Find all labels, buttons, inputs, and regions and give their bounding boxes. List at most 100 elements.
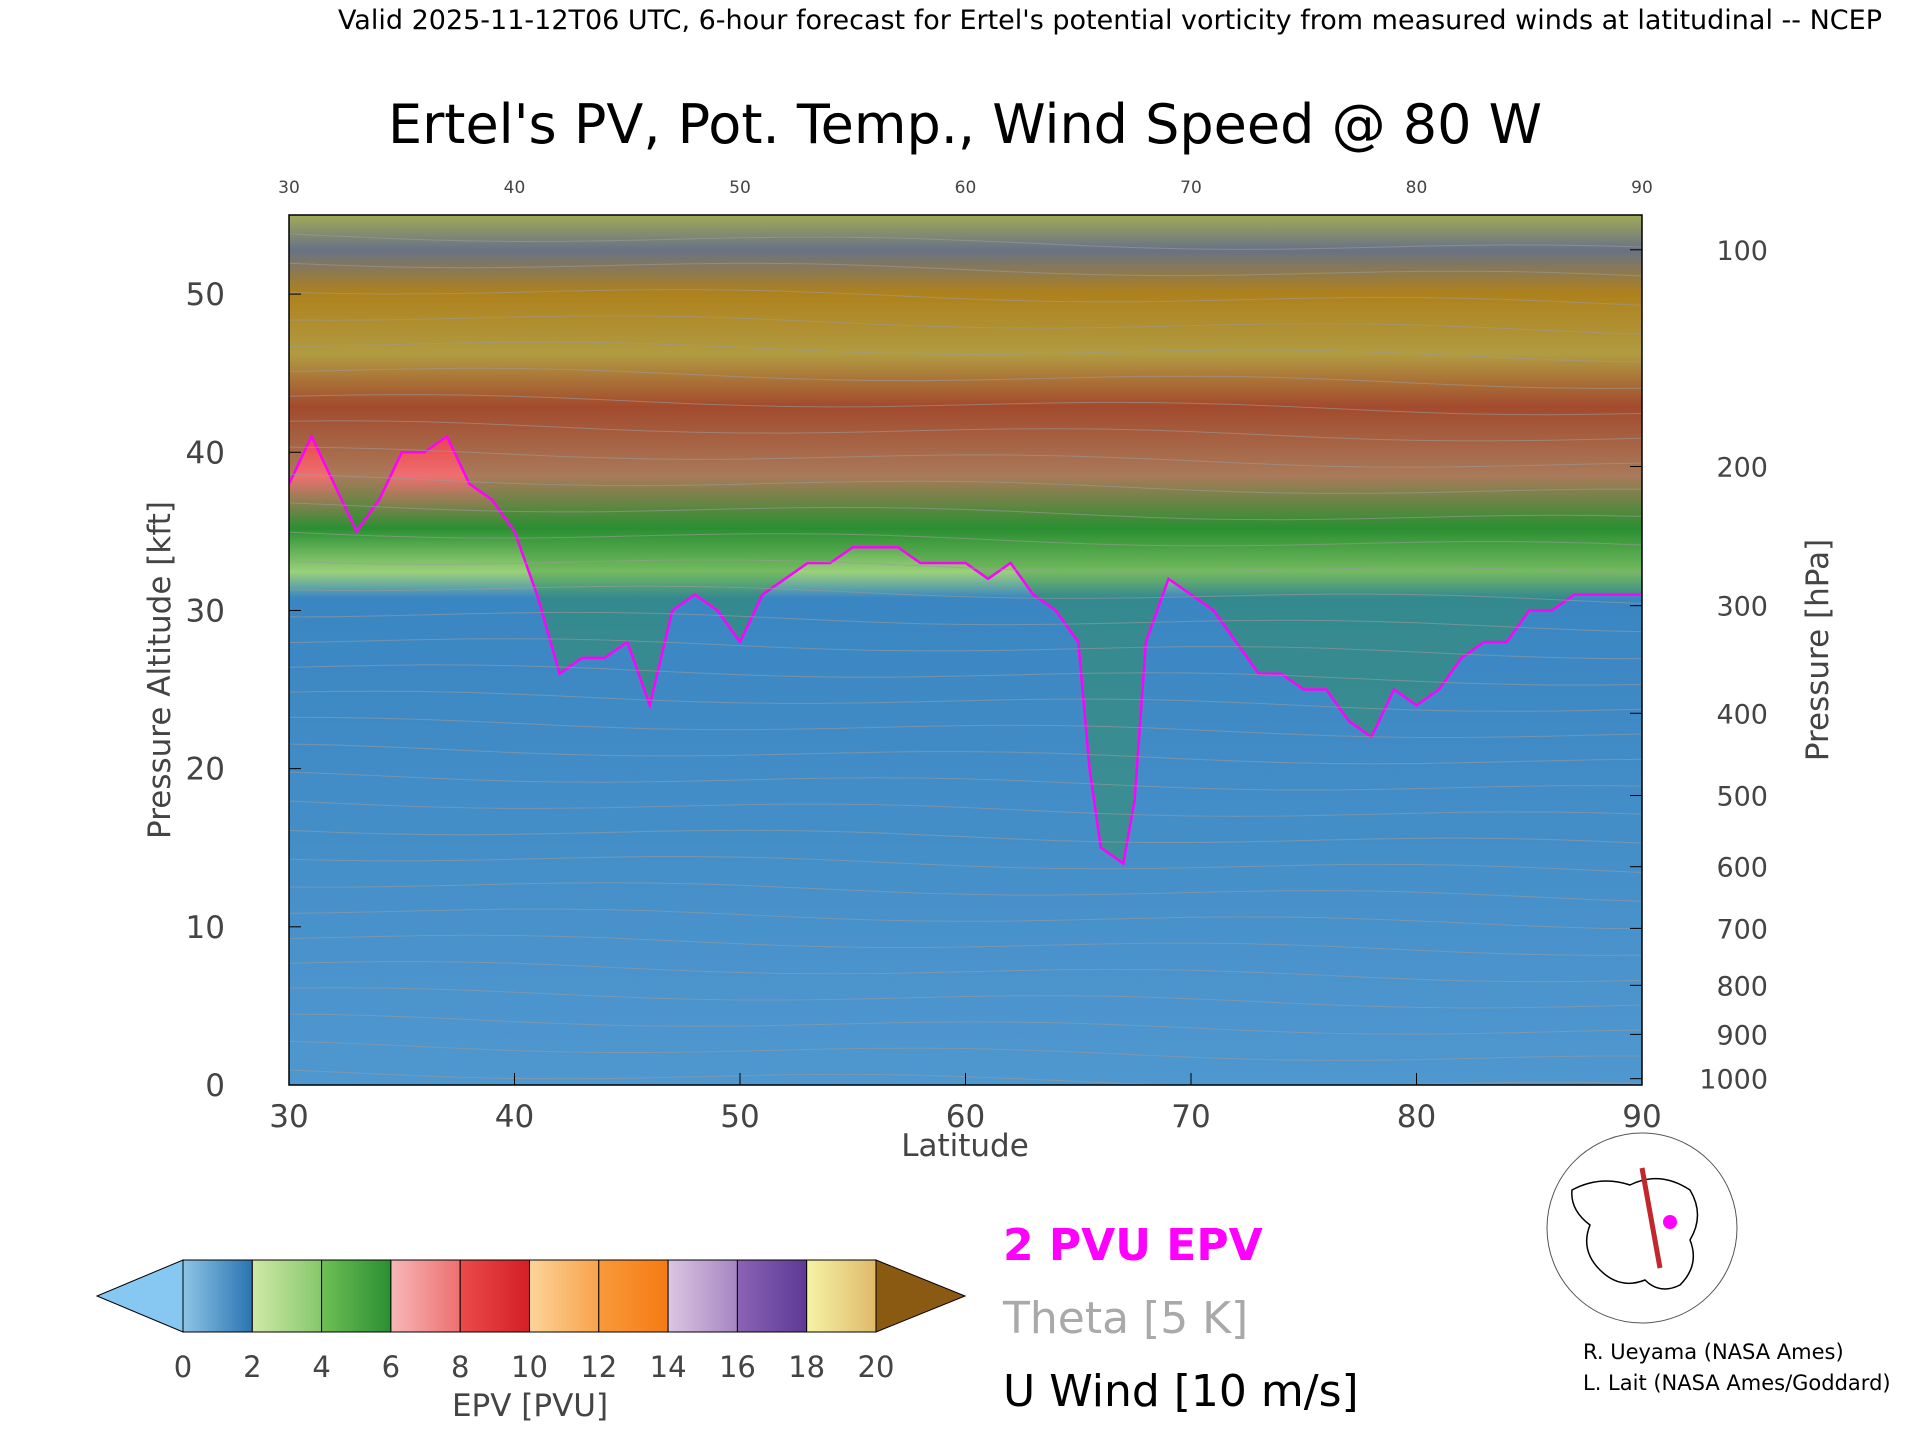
x-axis-bottom: 30 40 50 60 70 80 90 bbox=[269, 1073, 1662, 1135]
x-tick-label-top: 80 bbox=[1406, 178, 1428, 198]
theta-contour-line bbox=[289, 1013, 1642, 1035]
x-tick-label: 60 bbox=[946, 1099, 985, 1135]
colorbar-tick-label: 8 bbox=[451, 1350, 469, 1384]
colorbar-tick-label: 2 bbox=[243, 1350, 261, 1384]
y-tick-label: 10 bbox=[186, 910, 225, 946]
inset-map-globe bbox=[1546, 1132, 1738, 1324]
colorbar-tick-label: 18 bbox=[788, 1350, 825, 1384]
x-tick-label-top: 70 bbox=[1180, 178, 1202, 198]
theta-contour-line bbox=[289, 856, 1642, 873]
theta-contour-line bbox=[289, 882, 1642, 902]
theta-contour-line bbox=[289, 367, 1642, 389]
pressure-tick-label: 500 bbox=[1716, 782, 1768, 813]
colorbar-bin bbox=[321, 1259, 392, 1333]
colorbar-bin bbox=[667, 1259, 738, 1333]
plot-background bbox=[289, 215, 1642, 1085]
theta-contour-line bbox=[289, 446, 1642, 468]
theta-contour-line bbox=[289, 716, 1642, 738]
x-tick-label: 90 bbox=[1622, 1099, 1661, 1135]
colorbar-bin bbox=[529, 1259, 600, 1333]
colorbar-over-arrow bbox=[875, 1259, 967, 1333]
x-axis-label: Latitude bbox=[901, 1128, 1029, 1164]
x-axis-top: 30 40 50 60 70 80 90 bbox=[278, 178, 1653, 198]
y-tick-label: 40 bbox=[186, 435, 225, 471]
theta-contour-line bbox=[289, 262, 1642, 277]
colorbar-bin bbox=[182, 1259, 253, 1333]
inset-map-marker bbox=[1663, 1215, 1677, 1229]
colorbar-tick-label: 4 bbox=[312, 1350, 330, 1384]
x-tick-label-top: 50 bbox=[729, 178, 751, 198]
x-tick-label-top: 90 bbox=[1631, 178, 1653, 198]
theta-contour-line bbox=[289, 341, 1642, 363]
pressure-tick-label: 400 bbox=[1716, 699, 1768, 730]
theta-contour-line bbox=[289, 771, 1642, 791]
theta-contour-line bbox=[289, 611, 1642, 633]
colorbar-bin bbox=[806, 1259, 877, 1333]
legend-pv-label: 2 PVU EPV bbox=[1003, 1220, 1263, 1271]
theta-contour-line bbox=[289, 743, 1642, 765]
inset-map-section-line bbox=[1639, 1167, 1663, 1269]
colorbar-bin bbox=[736, 1259, 808, 1333]
colorbar-tick-label: 6 bbox=[382, 1350, 400, 1384]
theta-contour-line bbox=[289, 800, 1642, 817]
colorbar-tick-label: 14 bbox=[650, 1350, 687, 1384]
theta-contour-line bbox=[289, 987, 1642, 1009]
theta-contours bbox=[289, 233, 1642, 1085]
y-tick-label: 30 bbox=[186, 593, 225, 629]
stratosphere-fill bbox=[289, 215, 1642, 864]
pressure-tick-label: 900 bbox=[1716, 1020, 1768, 1051]
theta-contour-line bbox=[289, 690, 1642, 712]
pressure-tick-label: 800 bbox=[1716, 971, 1768, 1002]
pressure-tick-label: 700 bbox=[1716, 914, 1768, 945]
colorbar-tick-label: 16 bbox=[719, 1350, 756, 1384]
pressure-tick-label: 1000 bbox=[1699, 1065, 1768, 1096]
colorbar-bin bbox=[251, 1259, 323, 1333]
colorbar-tick-label: 0 bbox=[174, 1350, 192, 1384]
y-axis-left: 0 10 20 30 40 50 bbox=[186, 277, 301, 1104]
chart-header: Valid 2025-11-12T06 UTC, 6-hour forecast… bbox=[338, 5, 1882, 36]
inset-map-coastline bbox=[1571, 1177, 1699, 1290]
theta-contour-line bbox=[289, 908, 1642, 930]
chart-title: Ertel's PV, Pot. Temp., Wind Speed @ 80 … bbox=[388, 93, 1542, 156]
colorbar-label: EPV [PVU] bbox=[452, 1388, 608, 1424]
theta-contour-line bbox=[289, 664, 1642, 686]
x-tick-label-top: 30 bbox=[278, 178, 300, 198]
credit-line-1: R. Ueyama (NASA Ames) bbox=[1583, 1340, 1844, 1364]
pressure-tick-label: 200 bbox=[1716, 453, 1768, 484]
x-tick-label: 40 bbox=[495, 1099, 534, 1135]
colorbar-tick-label: 12 bbox=[580, 1350, 617, 1384]
colorbar-bin bbox=[598, 1259, 669, 1333]
colorbar-tick-label: 20 bbox=[858, 1350, 895, 1384]
x-tick-label-top: 60 bbox=[955, 178, 977, 198]
theta-contour-line bbox=[289, 502, 1642, 521]
theta-contour-line bbox=[289, 638, 1642, 660]
y-axis-right: 100 200 300 400 500 600 700 800 900 1000 bbox=[1630, 236, 1768, 1096]
theta-contour-line bbox=[289, 315, 1642, 335]
plot-area bbox=[288, 214, 1643, 1086]
inset-map bbox=[1546, 1132, 1738, 1324]
theta-contour-line bbox=[289, 559, 1642, 575]
colorbar-tick-label: 10 bbox=[511, 1350, 548, 1384]
y-tick-label: 20 bbox=[186, 752, 225, 788]
theta-contour-line bbox=[289, 473, 1642, 494]
pressure-tick-label: 100 bbox=[1716, 236, 1768, 267]
theta-contour-line bbox=[289, 585, 1642, 604]
colorbar-bin bbox=[459, 1259, 531, 1333]
pressure-tick-label: 600 bbox=[1716, 853, 1768, 884]
pressure-tick-label: 300 bbox=[1716, 592, 1768, 623]
x-tick-label: 30 bbox=[269, 1099, 308, 1135]
y-axis-right-label: Pressure [hPa] bbox=[1800, 539, 1836, 761]
y-axis-left-label: Pressure Altitude [kft] bbox=[142, 501, 178, 839]
theta-contour-line bbox=[289, 961, 1642, 983]
theta-contour-line bbox=[289, 289, 1642, 306]
colorbar-bin bbox=[390, 1259, 461, 1333]
legend-theta-label: Theta [5 K] bbox=[1002, 1293, 1248, 1344]
pv2-tropopause-line bbox=[289, 433, 1642, 866]
y-tick-label: 0 bbox=[205, 1068, 225, 1104]
theta-contour-line bbox=[289, 233, 1642, 250]
epv-colorbar: 0 2 4 6 8 10 12 14 16 18 20 bbox=[95, 1259, 967, 1384]
theta-contour-line bbox=[289, 531, 1642, 547]
theta-contour-line bbox=[289, 829, 1642, 844]
theta-contour-line bbox=[289, 420, 1642, 442]
